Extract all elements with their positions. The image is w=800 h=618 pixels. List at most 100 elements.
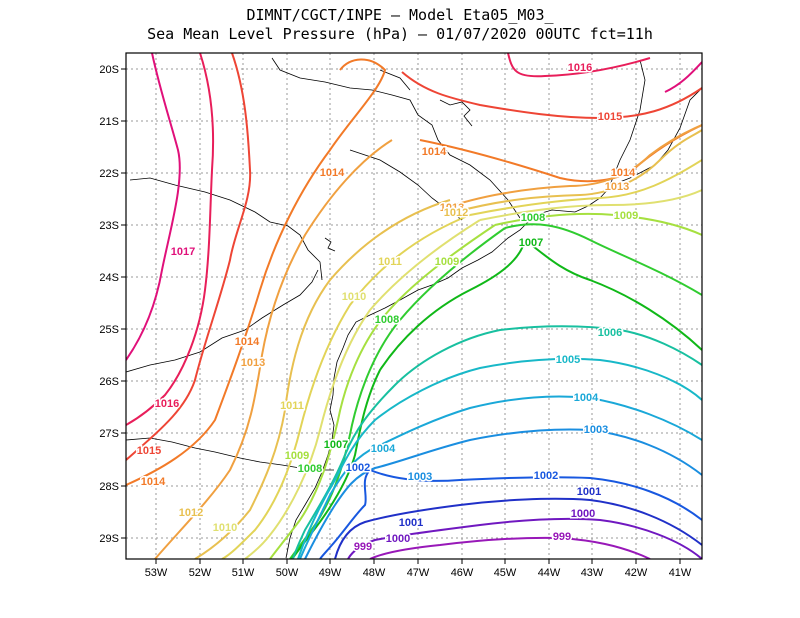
- lat-tick-label: 21S: [99, 116, 119, 128]
- isobar-999: [369, 536, 651, 559]
- isobar-label: 1012: [444, 207, 468, 219]
- isobar-1006: [292, 325, 702, 559]
- isobar-label: 1014: [611, 167, 636, 179]
- isobar-1003: [304, 428, 702, 559]
- isobar-label: 1005: [556, 354, 580, 366]
- isobar-1011-east: [469, 159, 702, 216]
- isobar-label: 1001: [399, 517, 423, 529]
- isobar-1010: [244, 219, 481, 559]
- island-1: [439, 99, 473, 127]
- lon-tick-label: 50W: [276, 567, 299, 579]
- state-border-5: [349, 69, 463, 221]
- isobar-1005: [297, 357, 702, 559]
- isobar-1001: [334, 497, 702, 559]
- isobar-1009-east: [494, 212, 702, 236]
- isobar-label: 1004: [371, 443, 396, 455]
- isobar-label: 1009: [614, 210, 638, 222]
- isobar-1000: [347, 517, 702, 559]
- longitude-labels: 53W 52W 51W 50W 49W 48W 47W 46W 45W 44W 43W 42W 41W: [145, 559, 692, 579]
- state-border-3: [129, 177, 323, 281]
- isobar-1008: [289, 227, 506, 559]
- map-title-line1: DIMNT/CGCT/INPE — Model Eta05_M03_: [246, 6, 554, 24]
- lon-tick-label: 46W: [451, 567, 474, 579]
- isobar-1016-north: [507, 53, 651, 78]
- isobar-label: 1003: [408, 471, 432, 483]
- isobar-label: 1013: [605, 181, 629, 193]
- isobar-label: 1007: [324, 439, 348, 451]
- lat-tick-label: 25S: [99, 324, 119, 336]
- state-border-4: [271, 57, 521, 219]
- isobar-label: 1002: [346, 462, 370, 474]
- lat-tick-label: 27S: [99, 428, 119, 440]
- isobar-1014-west: [126, 58, 387, 486]
- lon-tick-label: 42W: [625, 567, 648, 579]
- isobar-1015-north: [401, 71, 702, 120]
- isobar-1016-west: [126, 53, 215, 426]
- isobar-1015-west: [126, 53, 252, 461]
- isobar-1017-west: [126, 53, 181, 361]
- lon-tick-label: 48W: [363, 567, 386, 579]
- lon-tick-label: 45W: [494, 567, 517, 579]
- state-border-6: [609, 59, 646, 186]
- lat-tick-label: 20S: [99, 64, 119, 76]
- isobar-label: 1012: [179, 507, 203, 519]
- state-border-2: [126, 437, 334, 471]
- lon-tick-label: 52W: [189, 567, 212, 579]
- isobar-1012: [194, 199, 451, 559]
- isobar-label: 1000: [386, 533, 410, 545]
- isobar-label: 1000: [571, 508, 595, 520]
- lat-tick-label: 29S: [99, 533, 119, 545]
- lon-tick-label: 44W: [538, 567, 561, 579]
- isobar-label: 1010: [213, 522, 237, 534]
- isobar-label: 1015: [598, 111, 622, 123]
- isobar-label: 999: [354, 541, 372, 553]
- isobar-1013-west: [154, 139, 393, 559]
- isobar-1017-east: [664, 61, 702, 93]
- lat-tick-label: 26S: [99, 376, 119, 388]
- isobar-1012-east: [454, 129, 702, 213]
- isobar-1008-east: [504, 223, 702, 296]
- isobar-label: 1011: [280, 400, 304, 412]
- map-background: [126, 53, 702, 559]
- isobar-1009: [269, 224, 496, 559]
- isobars: [126, 53, 702, 559]
- lon-tick-label: 41W: [669, 567, 692, 579]
- isobar-label: 999: [553, 531, 571, 543]
- isobar-label: 1011: [378, 256, 402, 268]
- map-title-line2: Sea Mean Level Pressure (hPa) — 01/07/20…: [147, 25, 653, 43]
- isobar-label: 1004: [574, 392, 599, 404]
- isobar-label: 1016: [155, 398, 179, 410]
- isobar-label: 1017: [171, 246, 195, 258]
- island-2: [324, 237, 336, 252]
- lat-tick-label: 23S: [99, 220, 119, 232]
- lon-tick-label: 53W: [145, 567, 168, 579]
- lon-tick-label: 43W: [581, 567, 604, 579]
- isobar-label: 1016: [568, 62, 592, 74]
- isobar-label: 1006: [598, 327, 622, 339]
- isobar-label: 1010: [342, 291, 366, 303]
- isobar-1004: [299, 395, 702, 559]
- isobar-1013-east: [439, 124, 702, 211]
- latitude-labels: 20S 21S 22S 23S 24S 25S 26S 27S 28S 29S: [99, 64, 126, 545]
- state-border-1: [126, 269, 319, 373]
- lat-tick-label: 28S: [99, 481, 119, 493]
- isobar-label: 1015: [137, 445, 161, 457]
- isobar-label: 1014: [422, 146, 447, 158]
- isobar-label: 1013: [241, 357, 265, 369]
- map-frame: [125, 52, 703, 560]
- isobar-label: 1002: [534, 470, 558, 482]
- isobar-1011: [221, 214, 471, 559]
- lon-tick-label: 47W: [407, 567, 430, 579]
- isobar-1010-east: [479, 189, 702, 221]
- isobar-label: 1008: [298, 463, 322, 475]
- lon-tick-label: 51W: [232, 567, 255, 579]
- isobar-label: 1007: [519, 237, 543, 249]
- isobar-label: 1009: [285, 450, 309, 462]
- isobar-label: 1001: [577, 486, 601, 498]
- isobar-1002: [319, 468, 702, 559]
- lat-tick-label: 24S: [99, 272, 119, 284]
- lat-tick-label: 22S: [99, 168, 119, 180]
- isobar-label: 1008: [521, 212, 545, 224]
